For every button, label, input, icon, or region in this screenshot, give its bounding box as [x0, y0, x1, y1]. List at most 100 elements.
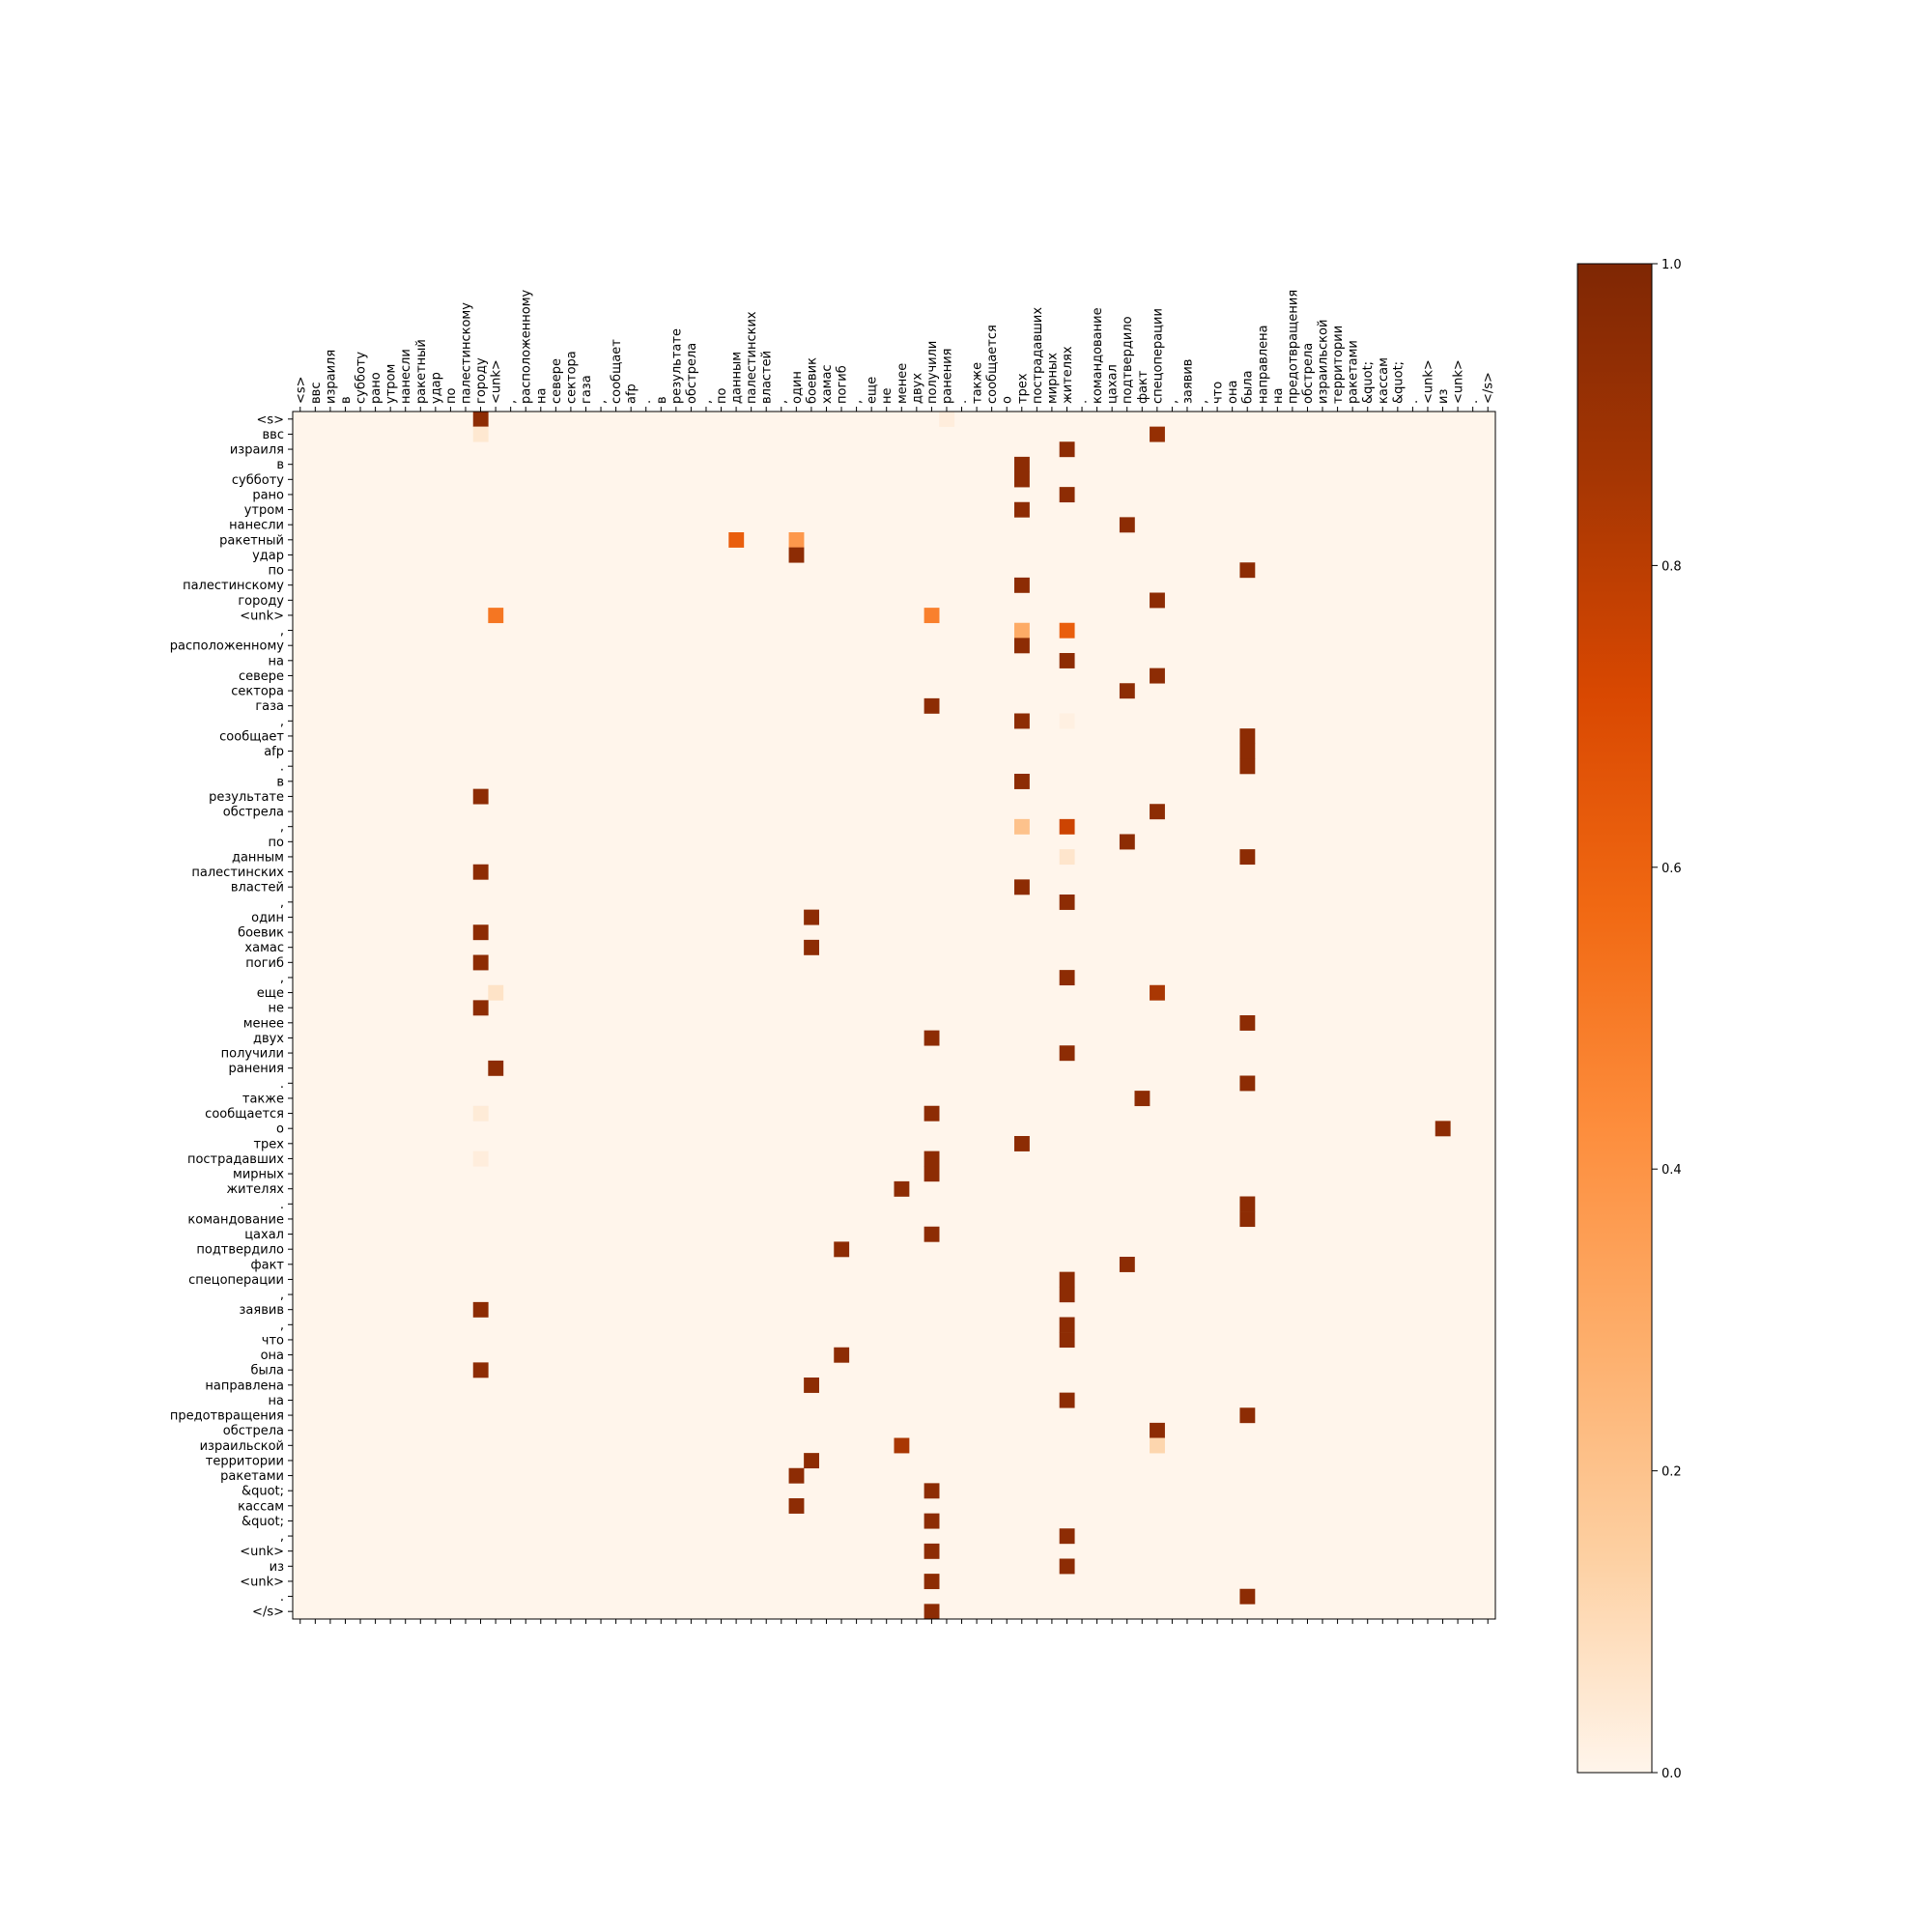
heatmap-cell: [1014, 818, 1030, 835]
heatmap-cell: [1150, 426, 1165, 442]
y-tick-label: </s>: [252, 1605, 284, 1620]
heatmap-cell: [1014, 638, 1030, 654]
y-tick-label: факт: [250, 1258, 284, 1272]
x-tick-label: спецоперации: [1151, 308, 1165, 404]
x-tick-label: подтвердило: [1121, 316, 1135, 404]
y-tick-label: данным: [232, 850, 284, 865]
heatmap-cell: [1014, 622, 1030, 639]
x-tick-label: ,: [699, 400, 714, 404]
heatmap-cell: [804, 909, 819, 925]
heatmap-cell: [1014, 501, 1030, 518]
x-tick-label: также: [971, 362, 985, 404]
y-tick-label: была: [250, 1364, 284, 1378]
heatmap-cell: [1239, 562, 1256, 579]
x-tick-label: ранения: [940, 349, 954, 404]
heatmap-cell: [1059, 622, 1075, 639]
heatmap-cell: [1239, 1015, 1256, 1031]
heatmap-cell: [834, 1241, 850, 1258]
y-tick-label: газа: [255, 699, 284, 714]
heatmap-cell: [1239, 849, 1256, 866]
heatmap-cell: [939, 412, 955, 427]
heatmap-cell: [472, 1362, 489, 1378]
y-tick-label: ,: [280, 1319, 284, 1333]
heatmap-cell: [1014, 1136, 1030, 1151]
x-tick-label: территории: [1331, 326, 1346, 404]
x-tick-label: нанесли: [399, 349, 413, 404]
x-tick-label: была: [1241, 370, 1256, 404]
x-tick-label: <unk>: [490, 359, 504, 404]
x-tick-label: трех: [1015, 373, 1030, 404]
heatmap-cell: [923, 1574, 940, 1590]
heatmap-cell: [1014, 577, 1030, 593]
x-tick-label: ракетный: [414, 339, 429, 404]
y-tick-label: рано: [252, 488, 284, 502]
colorbar-tick-label: 1.0: [1662, 258, 1682, 272]
x-tick-label: </s>: [1482, 372, 1496, 404]
heatmap-cell: [923, 1151, 940, 1167]
y-tick-label: ввс: [263, 428, 284, 442]
heatmap-cell: [1059, 1392, 1075, 1408]
y-tick-label: заявив: [240, 1303, 284, 1318]
x-tick-label: .: [1076, 400, 1091, 404]
colorbar-gradient: [1577, 264, 1652, 1773]
y-tick-label: субботу: [232, 473, 284, 488]
heatmap-cell: [804, 939, 819, 955]
colorbar-tick-label: 0.0: [1662, 1767, 1682, 1781]
x-tick-label: ,: [775, 400, 789, 404]
y-tick-label: пострадавших: [187, 1152, 284, 1167]
y-tick-label: городу: [238, 594, 284, 609]
x-tick-label: израиля: [324, 350, 338, 404]
x-tick-label: .: [1466, 400, 1481, 404]
heatmap-cell: [1150, 804, 1165, 820]
heatmap-cell: [1059, 1332, 1075, 1349]
heatmap-cell: [488, 984, 504, 1001]
y-tick-label: <unk>: [240, 1545, 284, 1559]
heatmap-cell: [472, 412, 489, 427]
y-tick-label: командование: [187, 1212, 284, 1227]
heatmap-cell: [1239, 1075, 1256, 1092]
y-tick-label: территории: [206, 1454, 284, 1468]
x-tick-label: один: [790, 371, 805, 404]
heatmap-cell: [923, 1030, 940, 1046]
x-tick-label: утром: [384, 364, 399, 404]
heatmap-cell: [472, 426, 489, 442]
x-tick-label: по: [715, 388, 729, 404]
y-tick-label: в: [276, 775, 284, 789]
x-tick-label: удар: [429, 372, 443, 404]
x-tick-label: ввс: [309, 383, 324, 404]
x-tick-label: цахал: [1106, 364, 1121, 404]
heatmap-cell: [923, 1483, 940, 1499]
heatmap-cell: [472, 1301, 489, 1318]
x-tick-label: сектора: [564, 351, 579, 404]
y-tick-label: спецоперации: [188, 1273, 284, 1288]
heatmap-cell: [1059, 487, 1075, 503]
heatmap-cell: [1239, 758, 1256, 775]
heatmap-cell: [894, 1180, 910, 1197]
heatmap-cell: [1239, 1588, 1256, 1605]
heatmap-cell: [1134, 1091, 1151, 1107]
y-tick-label: не: [269, 1002, 285, 1016]
y-tick-label: менее: [243, 1016, 284, 1031]
heatmap-cell: [1014, 713, 1030, 729]
heatmap-cell: [1119, 683, 1135, 699]
x-axis: <s> ввс израиля в субботу рано утром нанесли рак…: [294, 289, 1496, 1624]
x-tick-label: ,: [1196, 400, 1210, 404]
x-tick-label: израильской: [1317, 320, 1331, 404]
colorbar-tick-label: 0.6: [1662, 862, 1682, 876]
x-tick-label: ,: [1166, 400, 1180, 404]
x-tick-label: направлена: [1256, 325, 1270, 404]
x-tick-label: по: [444, 388, 459, 404]
x-tick-label: командование: [1091, 307, 1105, 404]
y-tick-label: палестинскому: [183, 579, 284, 593]
x-tick-label: боевик: [805, 357, 819, 404]
heatmap-cells: [293, 412, 1495, 1620]
x-tick-label: из: [1436, 389, 1451, 404]
x-tick-label: в: [655, 396, 669, 404]
heatmap-cell: [1239, 1211, 1256, 1228]
heatmap-cell: [1059, 1317, 1075, 1333]
x-tick-label: в: [339, 396, 354, 404]
y-tick-label: из: [270, 1560, 284, 1575]
x-tick-label: на: [1271, 388, 1286, 404]
y-tick-label: о: [276, 1122, 284, 1137]
heatmap-cell: [1059, 1271, 1075, 1288]
